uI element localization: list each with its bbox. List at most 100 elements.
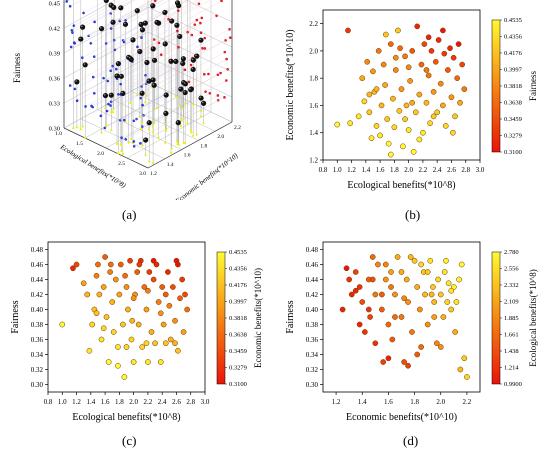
guide-line xyxy=(111,80,150,102)
scatter-point xyxy=(407,78,413,84)
colorbar-label: Ecological benefits(*10^8) xyxy=(528,269,538,366)
solution-highlight xyxy=(164,111,166,114)
solution-point xyxy=(134,8,140,14)
scatter-point xyxy=(102,254,108,260)
scatter-point xyxy=(177,295,183,302)
wall-projection-blue xyxy=(91,105,94,109)
y-tick-label: 0.40 xyxy=(31,306,44,314)
scatter-point xyxy=(361,98,368,105)
scatter-point xyxy=(412,109,419,116)
guide-line xyxy=(191,72,221,90)
grid-line xyxy=(63,56,149,104)
x-tick-label: 2.8 xyxy=(461,166,470,174)
scatter-point xyxy=(157,359,164,365)
scatter-point xyxy=(382,276,389,283)
scatter-point xyxy=(86,347,93,354)
solution-highlight xyxy=(119,6,121,8)
scatter-point xyxy=(372,340,379,347)
y-tick-label: 0.46 xyxy=(31,261,44,269)
scatter-point xyxy=(459,61,466,68)
x-tick-label: 1.6 xyxy=(101,398,110,406)
colorbar-tick-label: 0.3638 xyxy=(504,100,522,107)
grid-line xyxy=(63,81,149,129)
solution-highlight xyxy=(189,88,191,90)
scatter-point xyxy=(379,306,385,313)
solution-point xyxy=(190,57,196,63)
scatter-point xyxy=(420,129,426,136)
solution-highlight xyxy=(112,5,114,8)
wall-projection-blue xyxy=(124,138,128,141)
scatter-point xyxy=(427,257,434,264)
guide-line xyxy=(142,0,198,30)
solution-point xyxy=(151,57,158,63)
colorbar-tick-label: 1.214 xyxy=(504,365,519,372)
solution-highlight xyxy=(139,22,142,25)
wall-projection-blue xyxy=(82,11,85,15)
guide-line xyxy=(183,58,227,83)
guide-line xyxy=(156,10,179,23)
scatter-point xyxy=(116,291,123,298)
scatter-point xyxy=(152,340,158,347)
scatter-point xyxy=(128,336,135,343)
x-tick-label: 0.8 xyxy=(44,398,53,406)
wall-projection-blue xyxy=(113,48,117,52)
scatter-point xyxy=(121,374,128,380)
scatter-point xyxy=(403,102,410,109)
guide-line xyxy=(154,64,192,86)
scatter-point xyxy=(409,329,415,335)
solution-point xyxy=(137,48,143,55)
solution-point xyxy=(178,86,184,92)
solution-point xyxy=(188,87,194,93)
guide-line xyxy=(113,0,128,8)
solution-highlight xyxy=(140,91,143,94)
guide-line xyxy=(133,103,204,142)
chart-c-scatter: 0.8 1.0 1.2 1.4 1.6 1.8 2.0 2.2 2.4 2.6 2.8 3.0 0.30… xyxy=(10,241,263,423)
scatter-point xyxy=(392,54,399,61)
guide-line xyxy=(80,0,153,40)
y-axis-label: Fairness xyxy=(285,300,296,333)
floor-projection xyxy=(148,160,151,163)
colorbar-tick-label: 2.780 xyxy=(504,249,519,256)
solution-highlight xyxy=(179,87,181,90)
wall-projection-blue xyxy=(89,41,93,45)
floor-projection xyxy=(81,125,84,128)
scatter-point xyxy=(352,269,359,275)
colorbar-tick-label: 0.3638 xyxy=(229,332,247,339)
scatter-point xyxy=(391,124,398,131)
guide-line xyxy=(148,55,196,82)
solution-highlight xyxy=(191,67,194,70)
guide-line xyxy=(145,61,172,76)
guide-line xyxy=(137,0,156,11)
wall-projection-red xyxy=(220,0,223,3)
colorbar-tick-label: 0.3279 xyxy=(229,365,247,372)
x-tick-label: 0.8 xyxy=(319,166,328,174)
solution-point xyxy=(139,27,146,33)
scatter-point xyxy=(425,72,432,79)
scatter-point xyxy=(416,306,423,313)
x-tick-label: 2.6 xyxy=(172,398,181,406)
x-tick-label: 1.2 xyxy=(347,166,356,174)
scatter-point xyxy=(117,261,124,268)
guide-line xyxy=(94,0,135,22)
scatter-point xyxy=(122,272,128,279)
scatter-point xyxy=(370,68,376,75)
guide-line xyxy=(121,113,166,138)
scatter-point xyxy=(387,151,394,158)
solution-highlight xyxy=(151,47,154,49)
solution-highlight xyxy=(103,93,106,96)
z-tick-label: 0.39 xyxy=(49,51,60,58)
floor-projection xyxy=(170,147,173,150)
floor-projection xyxy=(130,137,133,141)
x-tick-label: 1.4 xyxy=(86,398,95,406)
scatter-point xyxy=(70,265,76,272)
solution-highlight xyxy=(163,42,166,44)
scatter-point xyxy=(110,329,117,335)
guide-line xyxy=(142,69,185,94)
solution-point xyxy=(163,92,169,98)
grid-line xyxy=(84,91,170,139)
scatter-point xyxy=(448,94,455,101)
solution-point xyxy=(150,3,156,9)
solution-point xyxy=(79,24,86,30)
scatter-point xyxy=(157,310,164,317)
scatter-point xyxy=(141,284,148,290)
